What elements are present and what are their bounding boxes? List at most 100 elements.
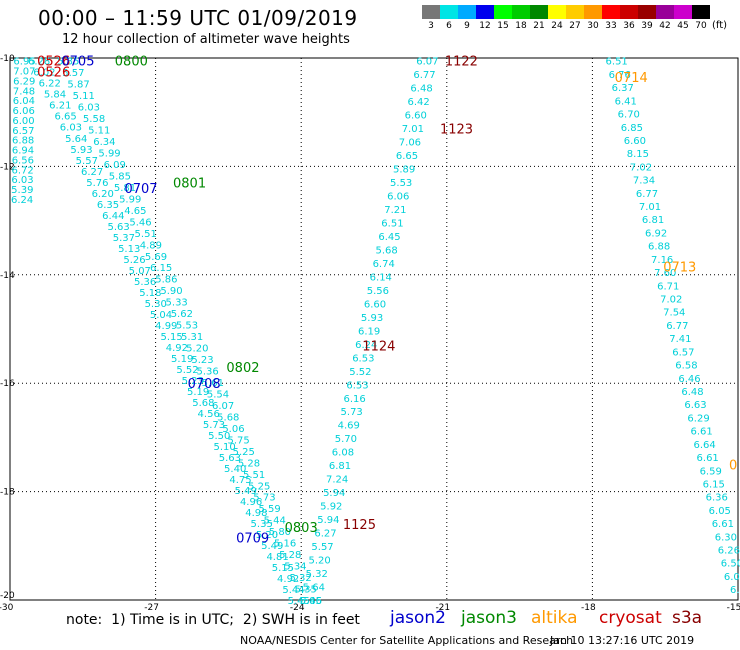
wave-height-point: 5.51	[243, 470, 265, 481]
wave-height-point: 6.59	[700, 466, 722, 477]
wave-height-point: 5.18	[139, 288, 161, 299]
wave-height-point: 5.20	[309, 556, 331, 567]
y-tick-label: -18	[0, 488, 15, 498]
wave-height-point: 5.16	[274, 539, 296, 550]
pass-time-label: 0803	[285, 521, 318, 536]
pass-time-label: 0707	[124, 182, 157, 197]
x-tick-label: -18	[581, 603, 596, 613]
wave-height-point: 5.36	[197, 367, 219, 378]
credit-text: NOAA/NESDIS Center for Satellite Applica…	[240, 634, 574, 647]
wave-height-point: 6.15	[150, 263, 172, 274]
wave-height-point: 7.02	[630, 162, 652, 173]
scale-swatch	[620, 5, 638, 19]
scale-label: 9	[464, 21, 470, 31]
wave-height-point: 6.05	[709, 506, 731, 517]
wave-height-point: 6.57	[672, 347, 694, 358]
wave-height-point: 6.60	[405, 111, 427, 122]
wave-height-point: 5.99	[98, 149, 120, 160]
pass-time-label: 0709	[236, 532, 269, 547]
wave-height-point: 5.23	[182, 376, 204, 387]
chart-subtitle: 12 hour collection of altimeter wave hei…	[62, 32, 350, 47]
x-tick-label: -30	[0, 603, 14, 613]
pass-time-label: 0708	[188, 377, 221, 392]
scale-swatch	[656, 5, 674, 19]
wave-height-point: 6.56	[12, 155, 34, 166]
wave-height-point: 5.85	[109, 171, 131, 182]
wave-height-point: 6.27	[314, 529, 336, 540]
wave-height-point: 6.72	[12, 165, 34, 176]
wave-height-point: 6.45	[378, 232, 400, 243]
wave-height-point: 5.94	[323, 488, 345, 499]
scale-label: 33	[605, 21, 617, 31]
wave-height-point: 5.68	[217, 412, 239, 423]
scale-label: 30	[587, 21, 599, 31]
wave-height-point: 7.02	[660, 295, 682, 306]
wave-height-point: 6.29	[687, 413, 709, 424]
scale-swatch	[602, 5, 620, 19]
scale-swatch	[458, 5, 476, 19]
wave-height-point: 6.06	[387, 192, 409, 203]
wave-height-point: 6.07	[212, 401, 234, 412]
pass-time-label: 1122	[445, 55, 478, 70]
wave-height-point: 5.36	[134, 277, 156, 288]
wave-height-point: 5.13	[118, 244, 140, 255]
wave-height-point: 5.80	[269, 527, 291, 538]
wave-height-point: 6.92	[645, 228, 667, 239]
wave-height-point: 6.63	[684, 400, 706, 411]
wave-height-point: 5.10	[213, 442, 235, 453]
wave-height-point: 6.02	[33, 68, 55, 79]
wave-height-point: 6.07	[416, 57, 438, 68]
wave-height-point: 6.19	[358, 326, 380, 337]
y-tick-label: -20	[0, 591, 15, 601]
wave-height-point: 4.89	[140, 240, 162, 251]
wave-height-point: 4.92	[277, 574, 299, 585]
wave-height-point: 6.88	[648, 242, 670, 253]
wave-height-point: 5.68	[375, 245, 397, 256]
wave-height-point: 7.21	[384, 205, 406, 216]
wave-height-point: 4.96	[240, 497, 262, 508]
wave-height-point: 6.24	[11, 195, 33, 206]
x-tick-label: -15	[727, 603, 740, 613]
scale-label: 45	[677, 21, 689, 31]
legend-s3a: s3a	[672, 608, 703, 628]
x-tick-label: -27	[144, 603, 159, 613]
wave-height-point: 5.52	[176, 365, 198, 376]
wave-height-point: 5.68	[192, 398, 214, 409]
wave-height-point: 5.64	[303, 583, 325, 594]
scale-swatch	[674, 5, 692, 19]
wave-height-point: 6.94	[12, 146, 34, 157]
wave-height-point: 7.07	[13, 67, 35, 78]
wave-height-point: 6.35	[97, 200, 119, 211]
wave-height-point: 6.42	[408, 97, 430, 108]
wave-height-point: 5.76	[86, 178, 108, 189]
wave-height-point: 5.49	[261, 541, 283, 552]
wave-height-point: 6.03	[60, 123, 82, 134]
wave-height-point: 5.63	[107, 222, 129, 233]
wave-height-point: 7.48	[13, 86, 35, 97]
wave-height-point: 6.61	[712, 519, 734, 530]
wave-height-point: 6.60	[364, 299, 386, 310]
wave-height-point: 5.40	[224, 464, 246, 475]
wave-height-point: 5.20	[256, 530, 278, 541]
wave-height-point: 6.00	[12, 116, 34, 127]
wave-height-point: 5.99	[119, 194, 141, 205]
wave-height-point: 5.39	[11, 185, 33, 196]
wave-height-point: 5.26	[123, 255, 145, 266]
wave-height-point: 6.15	[703, 479, 725, 490]
wave-height-point: 7.54	[663, 308, 685, 319]
legend-jason3: jason3	[461, 608, 517, 628]
wave-height-point: 5.07	[129, 266, 151, 277]
wave-height-point: 6.16	[343, 394, 365, 405]
pass-time-label: 1125	[343, 518, 376, 533]
plot-frame	[9, 57, 739, 601]
wave-height-point: 5.44	[282, 585, 304, 596]
y-tick-label: -10	[0, 54, 15, 64]
wave-height-point: 6.60	[624, 136, 646, 147]
scale-label: 3	[428, 21, 434, 31]
wave-height-point: 6.70	[618, 110, 640, 121]
wave-height-point: 7.41	[669, 334, 691, 345]
wave-height-point: 6.37	[612, 83, 634, 94]
scale-label: 18	[515, 21, 527, 31]
scale-swatch	[422, 5, 440, 19]
